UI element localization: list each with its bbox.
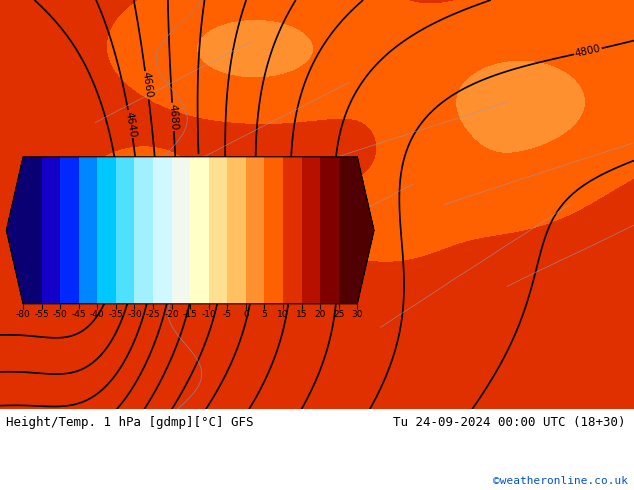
Text: 4780: 4780 (330, 219, 342, 245)
Text: 4680: 4680 (167, 103, 179, 130)
Text: 4740: 4740 (250, 186, 261, 212)
Text: Height/Temp. 1 hPa [gdmp][°C] GFS: Height/Temp. 1 hPa [gdmp][°C] GFS (6, 416, 254, 429)
Text: 4760: 4760 (286, 192, 296, 219)
Text: Tu 24-09-2024 00:00 UTC (18+30): Tu 24-09-2024 00:00 UTC (18+30) (393, 416, 626, 429)
PathPatch shape (6, 157, 23, 304)
PathPatch shape (358, 157, 374, 304)
Text: 4800: 4800 (574, 44, 602, 59)
Text: 4700: 4700 (193, 155, 204, 181)
Text: 4640: 4640 (124, 110, 138, 138)
Text: ©weatheronline.co.uk: ©weatheronline.co.uk (493, 476, 628, 486)
Text: 4660: 4660 (140, 72, 153, 99)
